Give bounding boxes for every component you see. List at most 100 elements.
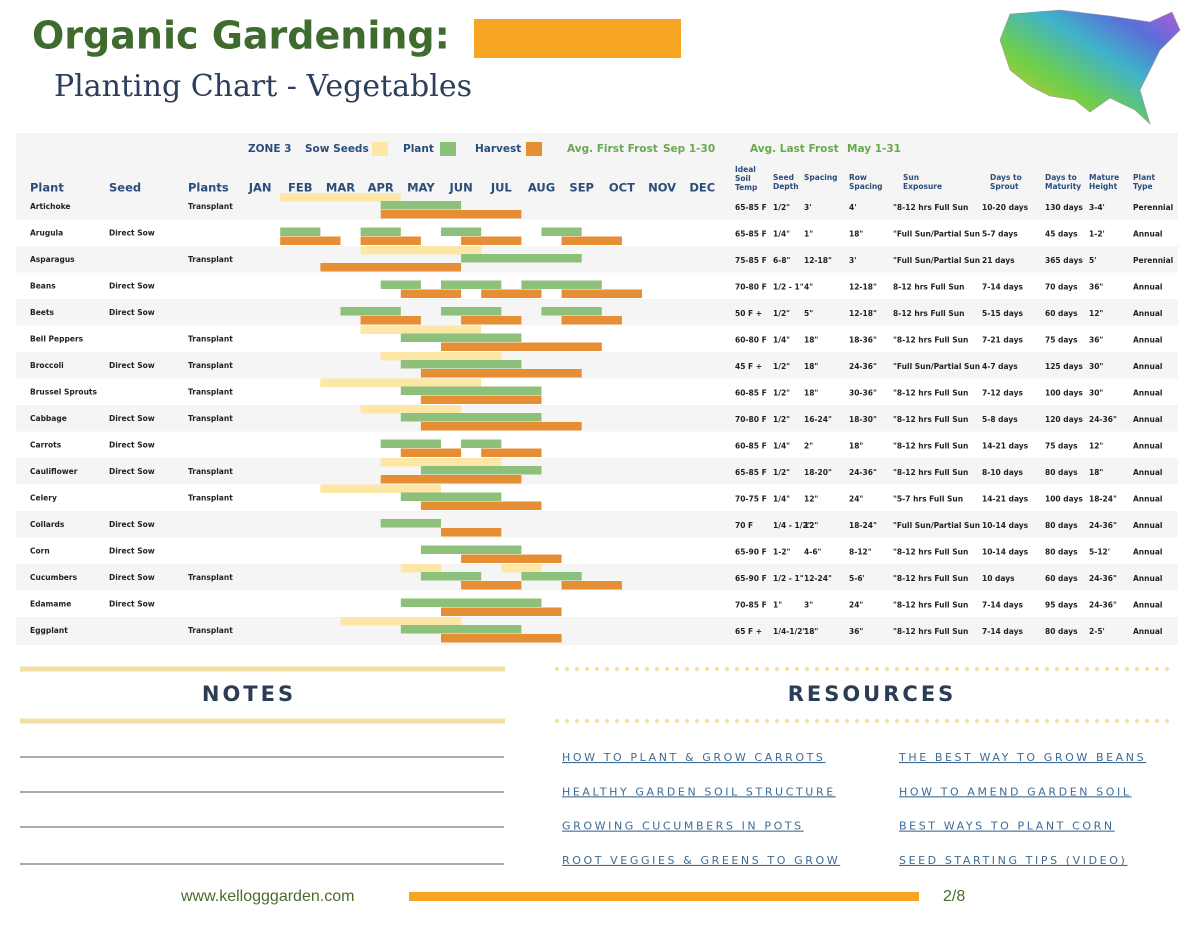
plant-bar xyxy=(521,572,582,581)
plant-name: Bell Peppers xyxy=(30,335,84,344)
plant-bar xyxy=(380,280,421,289)
plant-bar xyxy=(441,307,502,316)
plant-method: Transplant xyxy=(188,494,233,503)
cell-maturity: 365 days xyxy=(1045,256,1083,265)
cell-row-spacing: 24-36" xyxy=(849,468,877,477)
resource-link[interactable]: HOW TO PLANT & GROW CARROTS xyxy=(562,751,825,764)
seed-method: Direct Sow xyxy=(109,600,155,609)
cell-sun: "8-12 hrs Full Sun xyxy=(893,468,968,477)
cell-temp: 70 F xyxy=(735,521,753,530)
cell-height: 2-5' xyxy=(1089,627,1105,636)
cell-maturity: 100 days xyxy=(1045,389,1083,398)
cell-maturity: 80 days xyxy=(1045,521,1078,530)
plant-name: Beets xyxy=(30,308,54,317)
legend-plant-swatch xyxy=(440,142,456,156)
plant-bar xyxy=(420,572,482,581)
plant-bar xyxy=(541,307,602,316)
plant-bar xyxy=(340,307,401,316)
cell-depth: 1/2" xyxy=(773,389,790,398)
column-header: Row xyxy=(849,173,867,182)
harvest-bar xyxy=(400,289,462,298)
cell-spacing: 18-20" xyxy=(804,468,832,477)
first-frost-dates: Sep 1-30 xyxy=(663,143,715,155)
resource-link[interactable]: THE BEST WAY TO GROW BEANS xyxy=(898,751,1146,764)
cell-type: Annual xyxy=(1133,548,1162,557)
footer-url: www.kellogggarden.com xyxy=(180,888,354,905)
zone-map xyxy=(999,9,1181,125)
cell-height: 24-36" xyxy=(1089,521,1117,530)
resource-link[interactable]: HEALTHY GARDEN SOIL STRUCTURE xyxy=(562,785,836,798)
plant-bar xyxy=(400,413,542,422)
cell-temp: 65-85 F xyxy=(735,230,767,239)
resource-link[interactable]: BEST WAYS TO PLANT CORN xyxy=(899,820,1115,833)
cell-height: 30" xyxy=(1089,389,1103,398)
sow-bar xyxy=(400,564,441,573)
resource-link[interactable]: SEED STARTING TIPS (VIDEO) xyxy=(899,854,1127,867)
cell-height: 12" xyxy=(1089,442,1103,451)
cell-type: Annual xyxy=(1133,601,1162,610)
month-label: OCT xyxy=(609,181,635,195)
cell-sun: "8-12 hrs Full Sun xyxy=(893,336,968,345)
cell-temp: 45 F + xyxy=(735,362,762,371)
cell-temp: 65-90 F xyxy=(735,574,767,583)
resource-link[interactable]: ROOT VEGGIES & GREENS TO GROW xyxy=(562,854,840,867)
cell-height: 3-4' xyxy=(1089,203,1105,212)
cell-maturity: 80 days xyxy=(1045,627,1078,636)
sow-bar xyxy=(380,352,502,361)
cell-spacing: 3' xyxy=(804,203,812,212)
cell-temp: 65-85 F xyxy=(735,468,767,477)
plant-method: Transplant xyxy=(188,202,233,211)
row-stripe xyxy=(16,484,1178,511)
harvest-bar xyxy=(561,236,622,245)
cell-height: 18" xyxy=(1089,468,1103,477)
cell-height: 24-36" xyxy=(1089,601,1117,610)
plant-bar xyxy=(400,625,522,634)
plant-bar xyxy=(420,466,542,475)
plant-method: Transplant xyxy=(188,626,233,635)
column-header: Seed xyxy=(109,181,141,195)
cell-sun: "Full Sun/Partial Sun xyxy=(893,521,980,530)
cell-spacing: 18" xyxy=(804,627,818,636)
cell-depth: 1" xyxy=(773,601,782,610)
cell-sprout: 7-14 days xyxy=(982,601,1023,610)
cell-row-spacing: 36" xyxy=(849,627,863,636)
resources-title: RESOURCES xyxy=(788,682,957,706)
plant-bar xyxy=(360,227,401,236)
plant-name: Broccoli xyxy=(30,361,64,370)
month-label: DEC xyxy=(689,181,715,195)
cell-sprout: 4-7 days xyxy=(982,362,1018,371)
column-header: Ideal xyxy=(735,165,756,174)
cell-depth: 1/2 - 1" xyxy=(773,574,804,583)
plant-bar xyxy=(400,598,542,607)
cell-height: 18-24" xyxy=(1089,495,1117,504)
plant-method: Transplant xyxy=(188,335,233,344)
seed-method: Direct Sow xyxy=(109,229,155,238)
cell-sprout: 7-14 days xyxy=(982,627,1023,636)
cell-row-spacing: 18" xyxy=(849,442,863,451)
seed-method: Direct Sow xyxy=(109,308,155,317)
sow-bar xyxy=(380,458,502,467)
cell-spacing: 12-18" xyxy=(804,256,832,265)
seed-method: Direct Sow xyxy=(109,467,155,476)
plant-name: Arugula xyxy=(30,229,63,238)
seed-method: Direct Sow xyxy=(109,441,155,450)
cell-depth: 6-8" xyxy=(773,256,791,265)
cell-spacing: 18" xyxy=(804,336,818,345)
harvest-bar xyxy=(561,581,622,590)
plant-name: Artichoke xyxy=(30,202,70,211)
month-label: SEP xyxy=(569,181,594,195)
cell-spacing: 1" xyxy=(804,230,813,239)
seed-method: Direct Sow xyxy=(109,547,155,556)
resource-link[interactable]: HOW TO AMEND GARDEN SOIL xyxy=(899,785,1132,798)
cell-maturity: 60 days xyxy=(1045,574,1078,583)
cell-sun: "8-12 hrs Full Sun xyxy=(893,389,968,398)
title-accent xyxy=(474,19,681,58)
resource-link[interactable]: GROWING CUCUMBERS IN POTS xyxy=(562,820,804,833)
cell-height: 36" xyxy=(1089,336,1103,345)
cell-sun: "Full Sun/Partial Sun xyxy=(893,362,980,371)
cell-maturity: 70 days xyxy=(1045,283,1078,292)
month-label: NOV xyxy=(648,181,676,195)
cell-row-spacing: 12-18" xyxy=(849,283,877,292)
plant-bar xyxy=(541,227,582,236)
cell-temp: 50 F + xyxy=(735,309,762,318)
